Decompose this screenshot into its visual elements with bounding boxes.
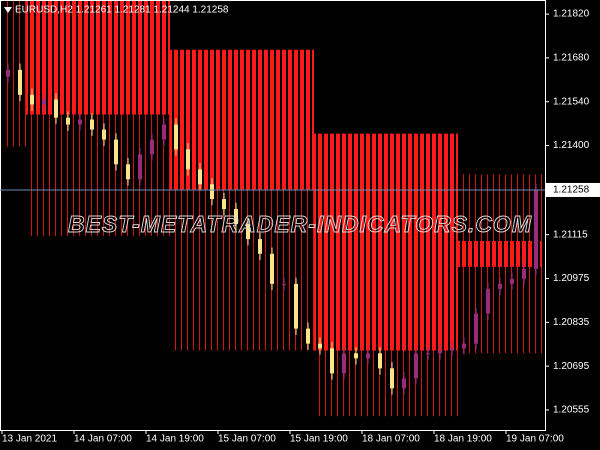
zone-fill: [314, 133, 458, 351]
candle-body: [222, 199, 226, 210]
candle-body: [126, 164, 130, 180]
candle-body: [78, 119, 82, 125]
x-tick-label: 15 Jan 07:00: [218, 434, 276, 445]
candle-body: [282, 283, 286, 285]
candle-body: [270, 253, 274, 284]
candle-body: [450, 348, 454, 351]
candle-body: [522, 268, 526, 279]
candle-body: [318, 343, 322, 349]
zone-lines: [2, 0, 26, 147]
candle-body: [246, 224, 250, 240]
candle-body: [66, 117, 70, 125]
candle-body: [510, 278, 514, 284]
x-tick-label: 14 Jan 19:00: [146, 434, 204, 445]
candle-body: [534, 189, 538, 269]
candle-body: [438, 350, 442, 354]
candle-body: [54, 99, 58, 118]
candle-body: [498, 283, 502, 289]
y-tick-label: 1.21680: [553, 53, 590, 64]
candle-body: [102, 129, 106, 140]
candle-body: [366, 353, 370, 359]
x-tick-label: 19 Jan 07:00: [506, 434, 564, 445]
candles: [6, 63, 538, 395]
candle-body: [174, 124, 178, 150]
candle-body: [114, 139, 118, 165]
candle-body: [258, 239, 262, 254]
candle-body: [42, 99, 46, 105]
candle-body: [90, 119, 94, 130]
candle-body: [234, 209, 238, 225]
candle-body: [30, 94, 34, 105]
candle-body: [342, 353, 346, 374]
y-tick-label: 1.21820: [553, 9, 590, 20]
candle-body: [6, 69, 10, 77]
bid-label: 1.21258: [553, 185, 590, 196]
candle-body: [402, 378, 406, 389]
candle-body: [486, 288, 490, 314]
candle-body: [210, 184, 214, 200]
y-tick-label: 1.21115: [553, 229, 588, 240]
zone-fill: [170, 49, 314, 190]
x-tick-label: 15 Jan 19:00: [290, 434, 348, 445]
bid-label-box: [546, 182, 600, 197]
candle-body: [186, 149, 190, 170]
zone-fill: [458, 240, 542, 267]
x-tick-label: 18 Jan 07:00: [362, 434, 420, 445]
candle-body: [330, 348, 334, 374]
zones: [2, 0, 542, 417]
y-tick-label: 1.20695: [553, 361, 590, 372]
candle-body: [354, 353, 358, 359]
candle-body: [378, 353, 382, 369]
candle-body: [18, 69, 22, 95]
candle-body: [462, 343, 466, 349]
candle-body: [198, 169, 202, 185]
x-tick-label: 18 Jan 19:00: [434, 434, 492, 445]
candle-body: [138, 154, 142, 180]
candle-body: [306, 328, 310, 344]
zone-fill: [26, 0, 170, 115]
chart-title: EURUSD,H2 1.21261 1.21281 1.21244 1.2125…: [15, 5, 229, 16]
y-tick-label: 1.21540: [553, 96, 590, 107]
candle-body: [426, 353, 430, 355]
y-tick-label: 1.20975: [553, 273, 590, 284]
plot-border: [0, 0, 546, 431]
candle-body: [294, 283, 298, 329]
x-tick-label: 13 Jan 2021: [2, 434, 57, 445]
candle-body: [414, 353, 418, 379]
candle-body: [474, 313, 478, 344]
y-tick-label: 1.21400: [553, 140, 590, 151]
watermark: BEST-METATRADER-INDICATORS.COM: [68, 211, 532, 237]
candle-body: [390, 368, 394, 389]
candle-body: [150, 139, 154, 155]
y-tick-label: 1.20835: [553, 317, 590, 328]
candle-body: [162, 124, 166, 140]
x-tick-label: 14 Jan 07:00: [74, 434, 132, 445]
title-icon: [4, 7, 12, 13]
y-tick-label: 1.20555: [553, 405, 590, 416]
